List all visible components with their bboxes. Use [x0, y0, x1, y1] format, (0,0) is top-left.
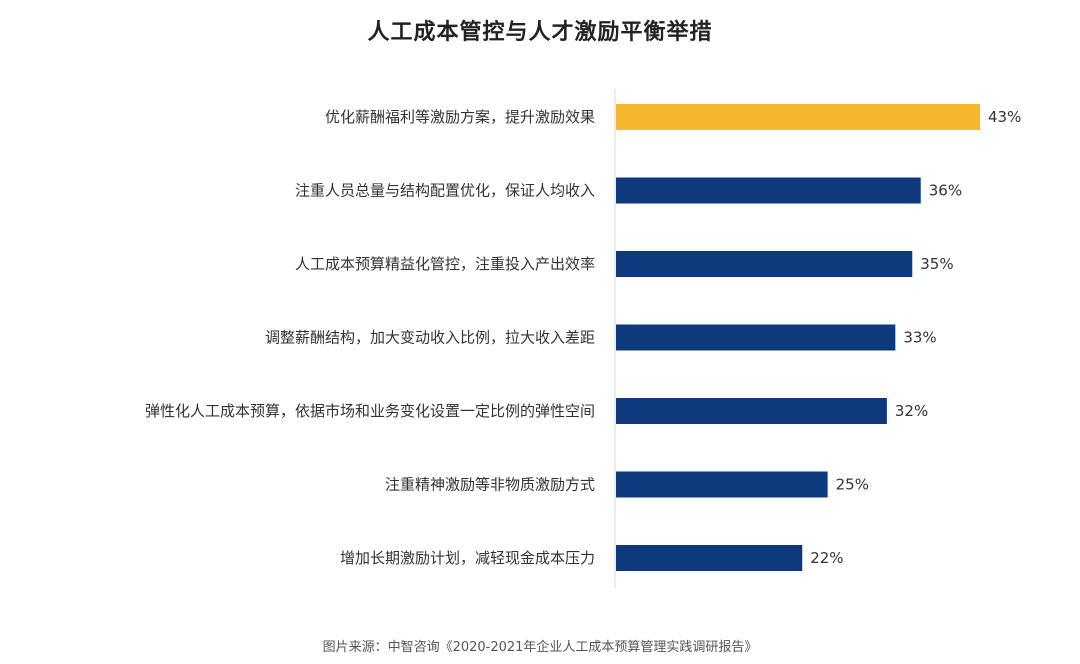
bar-row: 注重精神激励等非物质激励方式 25%	[385, 471, 869, 498]
bar-row: 弹性化人工成本预算，依据市场和业务变化设置一定比例的弹性空间 32%	[145, 398, 928, 424]
bar	[616, 471, 828, 498]
value-label: 32%	[895, 402, 928, 420]
bar-row: 增加长期激励计划，减轻现金成本压力 22%	[340, 545, 844, 571]
category-label: 注重人员总量与结构配置优化，保证人均收入	[295, 182, 595, 200]
bar	[616, 177, 921, 204]
value-label: 36%	[929, 182, 962, 200]
bar-row: 优化薪酬福利等激励方案，提升激励效果 43%	[325, 104, 1021, 130]
bar	[616, 398, 887, 424]
value-label: 33%	[903, 329, 936, 347]
category-label: 弹性化人工成本预算，依据市场和业务变化设置一定比例的弹性空间	[145, 402, 595, 420]
source-note: 图片来源：中智咨询《2020-2021年企业人工成本预算管理实践调研报告》	[322, 640, 758, 655]
bar-row: 注重人员总量与结构配置优化，保证人均收入 36%	[295, 177, 962, 204]
chart-title: 人工成本管控与人才激励平衡举措	[367, 20, 713, 45]
bar-row: 人工成本预算精益化管控，注重投入产出效率 35%	[295, 251, 954, 277]
value-label: 22%	[810, 549, 843, 567]
value-label: 35%	[920, 255, 953, 273]
category-label: 注重精神激励等非物质激励方式	[385, 476, 595, 494]
category-label: 增加长期激励计划，减轻现金成本压力	[340, 549, 595, 567]
category-label: 人工成本预算精益化管控，注重投入产出效率	[295, 255, 595, 273]
bars-layer: 优化薪酬福利等激励方案，提升激励效果 43% 注重人员总量与结构配置优化，保证人均收…	[145, 104, 1021, 571]
value-label: 43%	[988, 108, 1021, 126]
bar	[616, 545, 803, 571]
value-label: 25%	[836, 476, 869, 494]
bar-row: 调整薪酬结构，加大变动收入比例，拉大收入差距 33%	[265, 324, 937, 351]
category-label: 优化薪酬福利等激励方案，提升激励效果	[325, 108, 595, 126]
category-label: 调整薪酬结构，加大变动收入比例，拉大收入差距	[265, 329, 595, 347]
bar	[616, 104, 980, 130]
bar	[616, 324, 896, 351]
bar	[616, 251, 913, 277]
